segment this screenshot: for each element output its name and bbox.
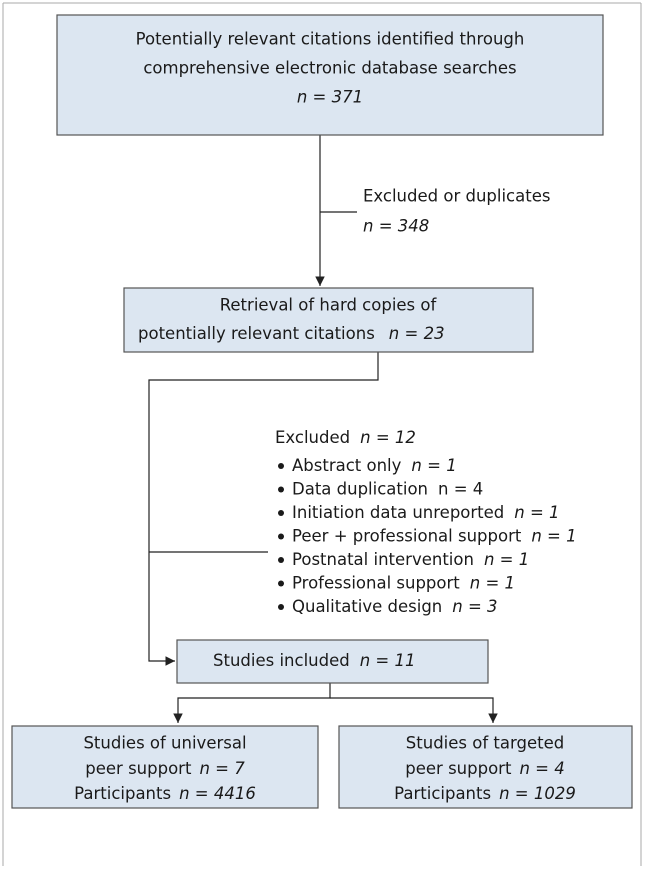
node-text: potentially relevant citations [138,324,375,343]
node-count: n = 4 [519,759,564,778]
exclusion-item-count: n = 4 [438,479,483,498]
bullet [278,510,284,516]
node-count: n = 371 [297,88,363,107]
node-text: Studies included [213,651,350,670]
exclusion-item: Initiation data unreported n = 1 [292,503,560,522]
exclusion-label: Excluded n = 12 [275,428,416,447]
exclusion-item: Qualitative design n = 3 [292,597,498,616]
node-text: peer support [405,759,512,778]
node-text: peer support n = 4 [405,759,564,778]
node-text: Retrieval of hard copies of [220,296,438,315]
node-text: Participants n = 4416 [74,784,256,803]
connectors [148,135,498,723]
exclusion-item: Peer + professional support n = 1 [292,526,577,545]
exclusion-count: n = 348 [363,217,429,236]
exclusion-label: Excluded [275,428,350,447]
node-text: Potentially relevant citations identifie… [136,30,525,49]
exclusion-item-label: Peer + professional support [292,526,522,545]
exclusion-item-label: Initiation data unreported [292,503,504,522]
exclusion-item-count: n = 1 [514,503,559,522]
node-count: n = 4416 [179,784,256,803]
node-count: n = 1029 [499,784,576,803]
exclusion-count: n = 12 [360,428,416,447]
exclusion-item: Abstract only n = 1 [292,456,457,475]
node-text: Studies of targeted [406,734,564,753]
exclusion-item-label: Qualitative design [292,597,442,616]
exclusion-item-label: Abstract only [292,456,402,475]
exclusion-item-label: Postnatal intervention [292,550,474,569]
exclusion-item-label: Professional support [292,573,460,592]
node-text: Participants [74,784,171,803]
box [338,725,633,809]
exclusion-list: Abstract only n = 1 Data duplication n = 4 I… [278,456,577,616]
node-text: comprehensive electronic database search… [143,59,516,78]
exclusion-label: Excluded or duplicates [363,187,550,206]
bullet [278,533,284,540]
box [176,639,489,684]
box [123,287,534,353]
node-count: n = 11 [360,651,416,670]
node-text: peer support [85,759,192,778]
node-text: Studies included n = 11 [213,651,416,670]
bullet [278,580,284,587]
exclusion-item: Postnatal intervention n = 1 [292,550,529,569]
box [11,725,319,809]
node-text: peer support n = 7 [85,759,245,778]
bullet [278,604,284,610]
exclusion-item-count: n = 1 [484,550,529,569]
exclusion-item: Data duplication n = 4 [292,479,483,498]
node-text: Studies of universal [83,734,246,753]
exclusion-item: Professional support n = 1 [292,573,515,592]
bullet [278,486,284,493]
exclusion-item-count: n = 3 [452,597,497,616]
exclusion-item-count: n = 1 [411,456,456,475]
node-count: n = 23 [389,324,445,343]
node-text: potentially relevant citations n = 23 [138,324,445,343]
node-text: Participants [394,784,491,803]
bullet [278,463,284,469]
exclusion-item-count: n = 1 [531,526,576,545]
box [56,14,604,136]
node-count: n = 7 [199,759,245,778]
exclusion-item-label: Data duplication [292,479,428,498]
exclusion-item-count: n = 1 [470,573,515,592]
bullet [278,557,284,563]
node-text: Participants n = 1029 [394,784,576,803]
